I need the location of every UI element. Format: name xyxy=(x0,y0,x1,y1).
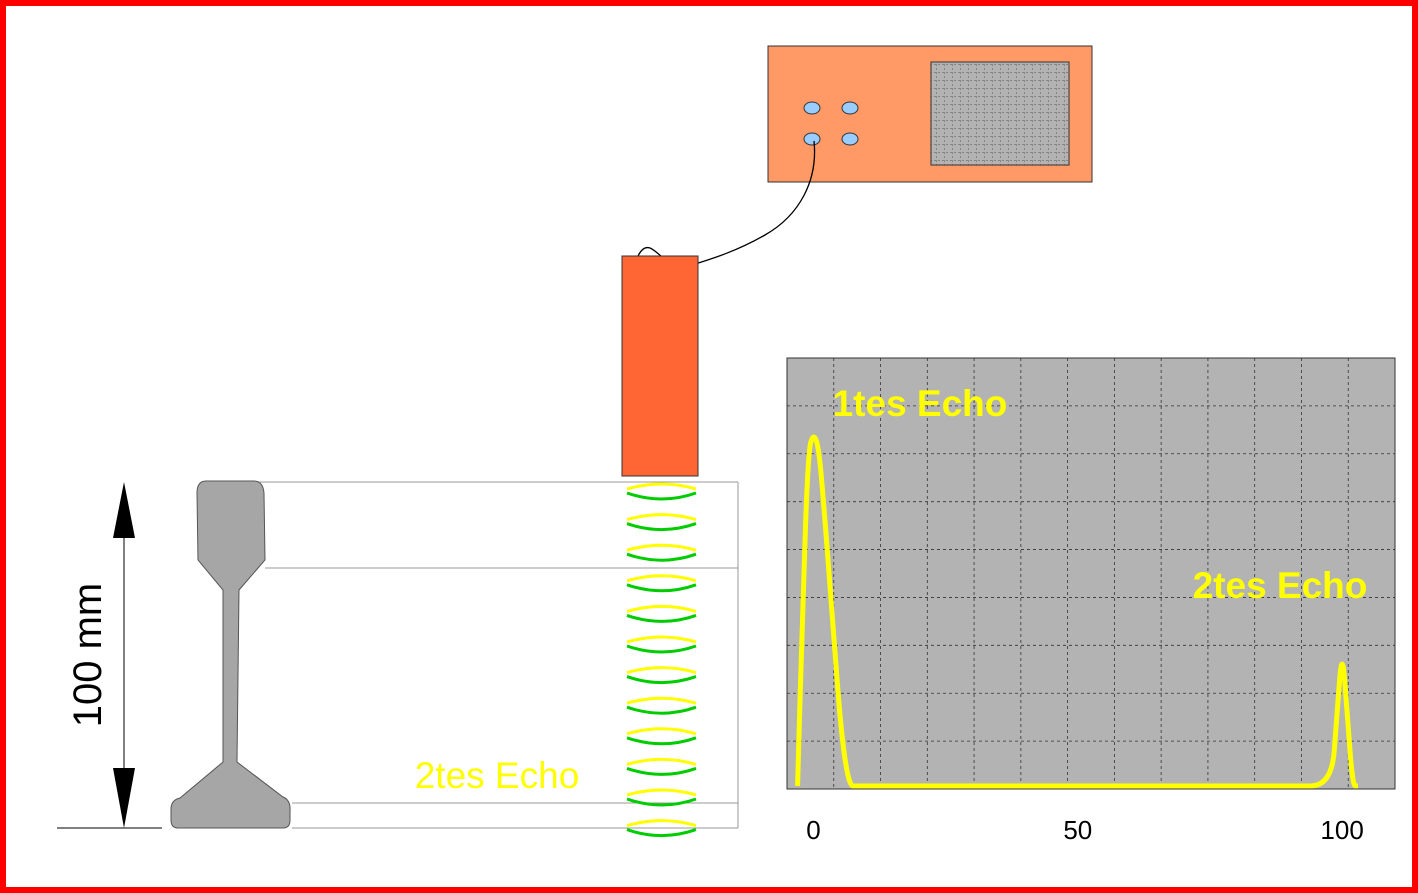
wave-arc-green xyxy=(626,491,697,501)
wave-arc-yellow xyxy=(626,635,697,644)
x-tick-labels: 0 50 100 xyxy=(806,815,1364,845)
wave-arc-yellow xyxy=(626,482,697,491)
wave-arc-green xyxy=(626,828,697,838)
wave-arc-yellow xyxy=(626,757,697,766)
knob-icon xyxy=(803,101,821,115)
knob-icon xyxy=(803,132,821,146)
knob-icon xyxy=(841,101,859,115)
wave-arc-green xyxy=(626,705,697,715)
wave-arc-yellow xyxy=(626,513,697,522)
ultrasonic-probe xyxy=(621,255,699,477)
chart-screen xyxy=(786,357,1396,790)
dimension-label: 100 mm xyxy=(66,583,110,728)
wave-arc-green xyxy=(626,583,697,593)
rail-profile xyxy=(170,480,291,829)
x-tick-label: 50 xyxy=(1063,815,1092,845)
wave-arc-green xyxy=(626,736,697,746)
wave-arc-yellow xyxy=(626,788,697,797)
chart-grid xyxy=(787,358,1395,789)
wave-arc-green xyxy=(626,675,697,685)
sound-waves xyxy=(626,482,697,838)
echo-chart: 1tes Echo 2tes Echo 0 50 100 xyxy=(786,357,1396,845)
x-tick-label: 0 xyxy=(806,815,820,845)
device-screen-grid xyxy=(931,62,1069,165)
wave-arc-green xyxy=(626,522,697,532)
wave-arc-green xyxy=(626,613,697,623)
wave-arc-yellow xyxy=(626,696,697,705)
wave-arc-yellow xyxy=(626,574,697,583)
ultrasonic-device xyxy=(767,45,1093,183)
wave-arc-yellow xyxy=(626,727,697,736)
wave-arc-green xyxy=(626,552,697,562)
wave-arc-green xyxy=(626,644,697,654)
wave-arc-yellow xyxy=(626,666,697,675)
knob-icon xyxy=(841,132,859,146)
annotation-second-echo: 2tes Echo xyxy=(1193,565,1368,606)
wave-arc-green xyxy=(626,766,697,776)
wave-arc-green xyxy=(626,797,697,807)
x-tick-label: 100 xyxy=(1320,815,1363,845)
dimension-arrow xyxy=(57,482,162,829)
wave-echo-label: 2tes Echo xyxy=(415,755,580,796)
reference-lines xyxy=(259,481,739,829)
wave-arc-yellow xyxy=(626,819,697,828)
wave-arc-yellow xyxy=(626,543,697,552)
echo-trace-series xyxy=(795,434,1358,789)
annotation-first-echo: 1tes Echo xyxy=(833,383,1008,424)
wave-arc-yellow xyxy=(626,604,697,613)
